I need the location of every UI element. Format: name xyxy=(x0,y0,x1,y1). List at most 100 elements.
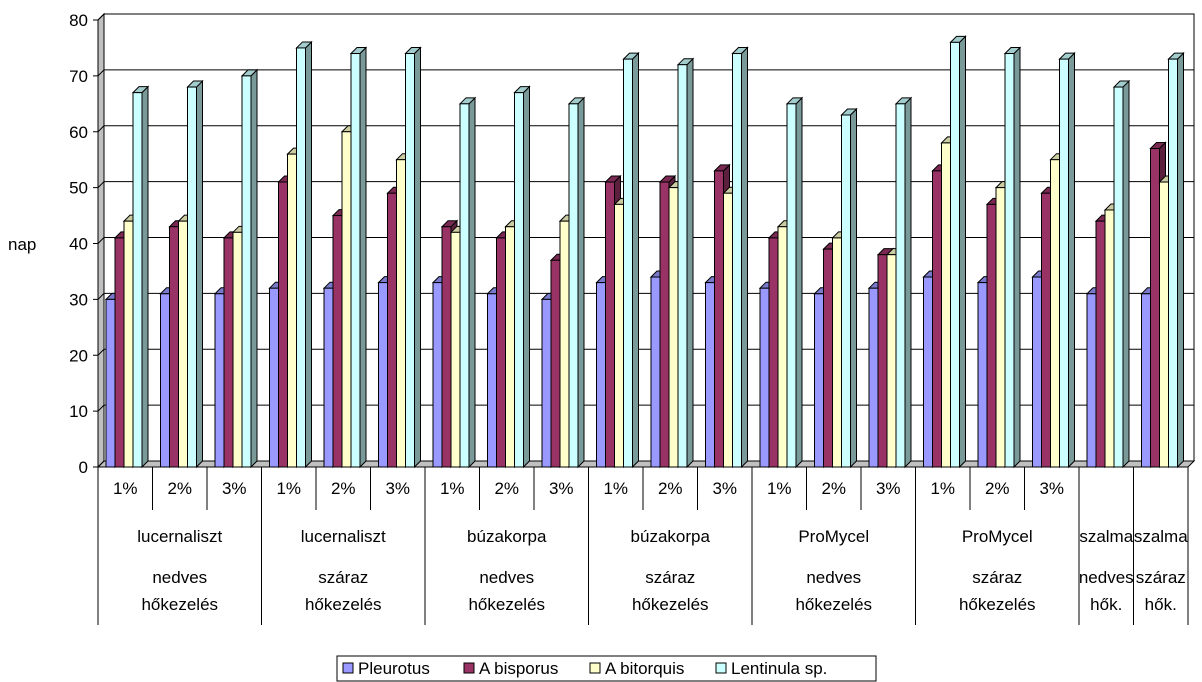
bar xyxy=(131,85,150,469)
bar-side xyxy=(141,85,149,469)
bar xyxy=(622,51,640,469)
x-tick-label: 1% xyxy=(603,479,628,498)
bar-front xyxy=(1141,293,1151,468)
group-name-label: szalma xyxy=(1079,527,1133,546)
bar-side xyxy=(795,96,803,469)
bar-front xyxy=(287,153,297,468)
group-type-label: nedves xyxy=(152,568,207,587)
legend-label: Lentinula sp. xyxy=(731,659,827,678)
category-axis: 1% 2% 3% lucernaliszt nedves hőkezelés 1% 2% 3% l… xyxy=(97,467,1189,625)
bar-front xyxy=(278,181,288,468)
bar-front xyxy=(378,282,388,468)
bar-front xyxy=(514,92,524,468)
bar-front xyxy=(605,181,615,468)
x-tick-label: 1% xyxy=(440,479,465,498)
bar-front xyxy=(650,276,661,468)
group-type-label: száraz xyxy=(972,568,1022,587)
bar xyxy=(1167,51,1185,469)
gridline-diag xyxy=(97,404,105,412)
legend-swatch xyxy=(589,662,601,674)
bar xyxy=(785,96,804,469)
bar-front xyxy=(323,287,334,468)
gridline-diag xyxy=(97,237,105,244)
group-type-label: hőkezelés xyxy=(141,595,218,614)
group-type-label: hők. xyxy=(1145,595,1177,614)
bar xyxy=(567,96,586,469)
bar xyxy=(404,46,422,469)
bar-front xyxy=(895,103,906,468)
gridline-diag xyxy=(97,13,105,21)
plot-walls xyxy=(96,12,1196,469)
group-type-label: hők. xyxy=(1090,595,1122,614)
bar-front xyxy=(768,237,779,468)
bar xyxy=(240,68,259,469)
bar xyxy=(349,46,368,469)
x-tick-label: 3% xyxy=(712,479,737,498)
bar-front xyxy=(841,114,851,468)
bar xyxy=(1058,51,1076,469)
legend-box xyxy=(336,655,877,682)
bar-side xyxy=(250,68,258,469)
group-type-label: nedves xyxy=(1079,568,1134,587)
bar-front xyxy=(1095,220,1106,468)
bar-front xyxy=(1032,276,1042,468)
group-type-label: nedves xyxy=(479,568,534,587)
y-axis-label: nap xyxy=(8,235,36,254)
bar-front xyxy=(405,53,415,468)
group-name-label: ProMycel xyxy=(962,527,1033,546)
bar-front xyxy=(123,220,134,468)
floor xyxy=(96,460,1196,468)
x-tick-label: 1% xyxy=(767,479,792,498)
bar-side xyxy=(959,35,966,469)
bar-front xyxy=(923,276,933,468)
bar-front xyxy=(1041,192,1051,468)
bar-front xyxy=(986,203,997,468)
bar-front xyxy=(432,282,443,468)
bar-front xyxy=(341,131,352,468)
bar-side xyxy=(305,40,312,469)
x-tick-label: 3% xyxy=(1039,479,1064,498)
bar-front xyxy=(759,287,770,468)
bar-front xyxy=(459,103,470,468)
gridline-diag xyxy=(97,293,105,300)
x-tick-label: 1% xyxy=(113,479,138,498)
x-tick-label: 1% xyxy=(276,479,301,498)
group-type-label: hőkezelés xyxy=(632,595,709,614)
bar-front xyxy=(1150,148,1160,468)
group-name-label: búzakorpa xyxy=(631,527,711,546)
bar-front xyxy=(550,259,561,468)
bar-front xyxy=(596,282,606,468)
bar xyxy=(513,85,531,469)
bar-front xyxy=(659,181,670,468)
bar-front xyxy=(1168,58,1178,468)
bar-front xyxy=(777,226,788,468)
gridline-diag xyxy=(97,125,105,133)
bar-side xyxy=(1122,79,1130,469)
bar-side xyxy=(1013,46,1021,469)
bar-front xyxy=(868,287,879,468)
bar-front xyxy=(160,293,170,468)
bar xyxy=(1003,46,1022,469)
bar xyxy=(840,107,858,469)
bar-front xyxy=(241,75,252,468)
bar xyxy=(676,57,695,469)
bar-side xyxy=(523,85,530,469)
bar-side xyxy=(686,57,694,469)
bar-front xyxy=(496,237,506,468)
bar-front xyxy=(832,237,842,468)
bar-front xyxy=(187,86,197,468)
y-tick-label: 0 xyxy=(79,458,88,477)
bar-side xyxy=(904,96,912,469)
bar-side xyxy=(741,46,748,469)
x-tick-label: 3% xyxy=(876,479,901,498)
bar-side xyxy=(1068,51,1075,469)
y-tick-label: 30 xyxy=(69,290,88,309)
bar-front xyxy=(350,53,361,468)
bar-front xyxy=(178,220,188,468)
bar xyxy=(731,46,749,469)
x-tick-label: 2% xyxy=(167,479,192,498)
bar-front xyxy=(623,58,633,468)
group-name-label: lucernaliszt xyxy=(137,527,222,546)
bar-front xyxy=(1004,53,1015,468)
